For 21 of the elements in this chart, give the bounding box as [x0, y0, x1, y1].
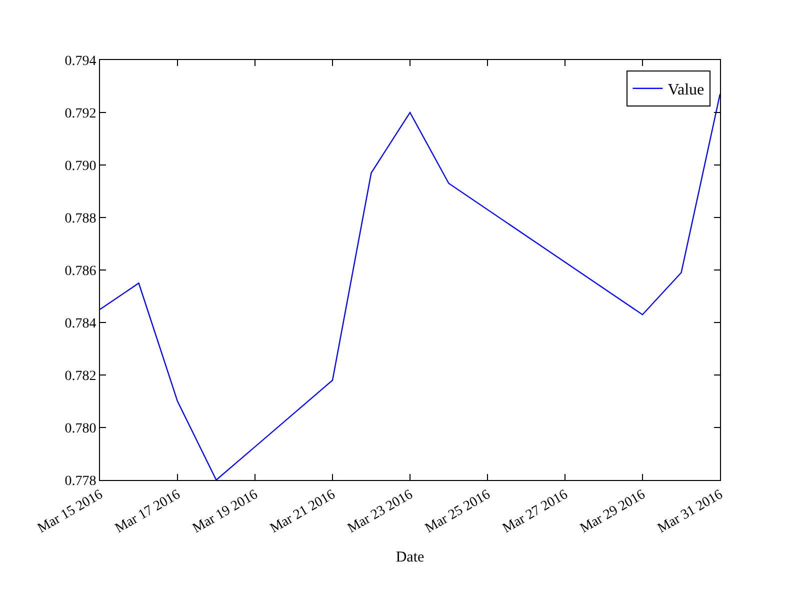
y-tick-label: 0.780 — [64, 421, 96, 436]
x-tick-label: Mar 31 2016 — [655, 487, 726, 536]
x-tick-label: Mar 15 2016 — [35, 487, 106, 536]
y-tick-label: 0.790 — [64, 158, 96, 174]
x-tick-label: Mar 29 2016 — [578, 487, 648, 536]
y-tick-label: 0.788 — [64, 211, 96, 226]
x-tick-label: Mar 27 2016 — [500, 487, 570, 536]
x-tick-label: Mar 17 2016 — [112, 487, 183, 536]
legend-label: Value — [668, 82, 704, 99]
x-tick-label: Mar 21 2016 — [268, 487, 338, 536]
x-tick-label: Mar 23 2016 — [345, 487, 416, 536]
y-tick-label: 0.782 — [64, 368, 96, 384]
line-series — [100, 94, 720, 480]
y-tick-label: 0.794 — [64, 54, 96, 69]
y-tick-label: 0.778 — [64, 474, 96, 489]
x-tick-label: Mar 19 2016 — [190, 487, 260, 536]
y-tick-label: 0.784 — [64, 316, 96, 332]
x-axis-title: Date — [396, 549, 424, 566]
y-tick-label: 0.786 — [64, 264, 96, 279]
x-tick-label: Mar 25 2016 — [422, 487, 493, 536]
y-tick-label: 0.792 — [64, 106, 96, 122]
